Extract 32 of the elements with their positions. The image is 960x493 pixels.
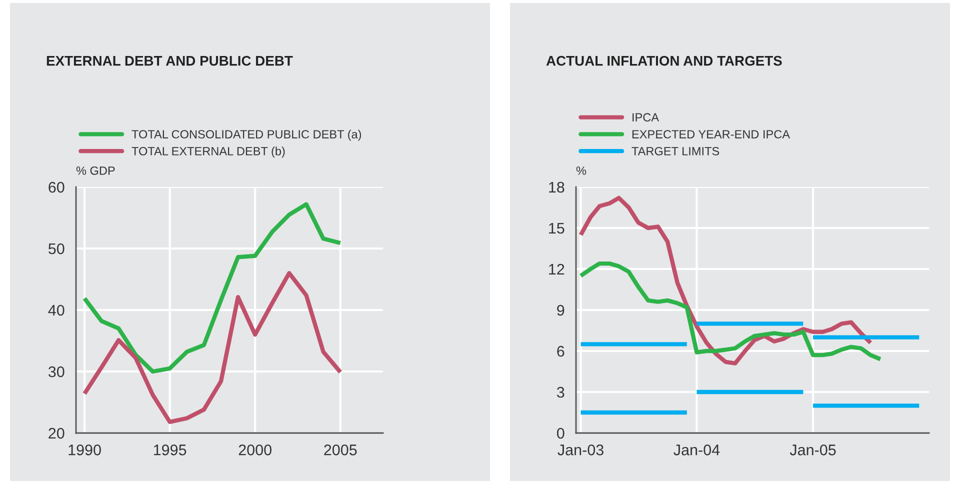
y-tick-label: 12 [549,264,564,275]
line-series [82,271,342,424]
line-series [578,196,873,366]
y-tick-label: 6 [557,346,564,357]
legend-label: TOTAL EXTERNAL DEBT (b) [132,146,285,158]
y-tick-label: 30 [48,366,64,378]
x-tick-label: 1995 [154,444,186,456]
x-tick-label: 2005 [324,444,357,456]
x-tick-label: Jan-04 [674,444,720,456]
x-tick-label: Jan-03 [558,444,604,456]
line-series [82,202,342,374]
line-series [578,261,882,362]
y-tick-label: 60 [48,182,64,193]
legend-label: IPCA [632,113,660,122]
x-tick-label: 2000 [238,444,272,456]
y-axis-title: % [576,166,586,175]
y-tick-label: 18 [549,182,564,193]
y-axis-title: % GDP [76,166,115,175]
y-tick-label: 9 [557,304,564,316]
y-tick-label: 3 [556,386,564,398]
y-tick-label: 50 [48,243,64,254]
chart-title: ACTUAL INFLATION AND TARGETS [546,56,782,66]
legend-label: EXPECTED YEAR-END IPCA [632,130,790,138]
legend-label: TOTAL CONSOLIDATED PUBLIC DEBT (a) [132,130,362,141]
y-tick-label: 20 [48,428,64,439]
legend-label: TARGET LIMITS [632,146,720,156]
y-tick-label: 40 [48,304,64,316]
y-tick-label: 0 [556,428,564,439]
y-tick-label: 15 [549,223,564,234]
chart-title: EXTERNAL DEBT AND PUBLIC DEBT [46,56,293,66]
x-tick-label: 1990 [68,444,101,456]
x-tick-label: Jan-05 [790,444,836,456]
